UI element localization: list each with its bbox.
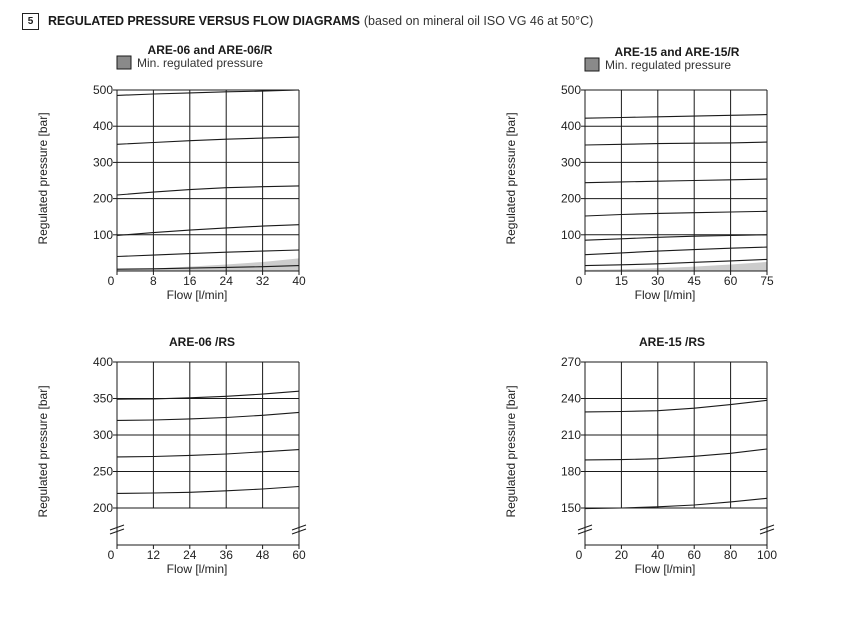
x-tick-label: 80 — [724, 548, 738, 562]
x-tick-label: 16 — [183, 274, 197, 288]
y-tick-label: 240 — [561, 392, 581, 406]
x-tick-label: 48 — [256, 548, 270, 562]
y-tick-label: 200 — [93, 501, 113, 515]
section-subtitle: (based on mineral oil ISO VG 46 at 50°C) — [363, 14, 594, 28]
x-axis-label: Flow [l/min] — [167, 562, 228, 576]
x-tick-label: 60 — [292, 548, 306, 562]
legend-swatch — [116, 55, 132, 70]
x-tick-label: 12 — [147, 548, 161, 562]
series-curve-5 — [116, 136, 300, 145]
axis-break-mark — [759, 528, 775, 535]
x-tick-label: 60 — [688, 548, 702, 562]
series-curve-3 — [584, 234, 768, 241]
series-curve-4 — [584, 210, 768, 217]
y-tick-label: 200 — [561, 192, 581, 206]
section-title: REGULATED PRESSURE VERSUS FLOW DIAGRAMS — [48, 14, 360, 28]
x-tick-label: 36 — [220, 548, 234, 562]
chart-title: ARE-06 and ARE-06/R — [148, 43, 273, 57]
x-tick-label: 32 — [256, 274, 270, 288]
y-tick-label: 400 — [93, 119, 113, 133]
axis-break-mark — [109, 524, 125, 531]
y-tick-label: 210 — [561, 428, 581, 442]
axis-break-mark — [109, 528, 125, 535]
x-tick-label: 40 — [292, 274, 306, 288]
series-curve-4 — [116, 390, 300, 400]
x-axis-label: Flow [l/min] — [635, 562, 696, 576]
y-tick-label: 250 — [93, 465, 113, 479]
section-header: 5 REGULATED PRESSURE VERSUS FLOW DIAGRAM… — [22, 11, 593, 31]
x-axis-label: Flow [l/min] — [635, 288, 696, 302]
series-curve-6 — [584, 141, 768, 146]
y-tick-label: 150 — [561, 501, 581, 515]
x-tick-label: 0 — [576, 274, 583, 288]
x-tick-label: 20 — [615, 548, 629, 562]
y-axis-label: Regulated pressure [bar] — [36, 112, 50, 244]
min-pressure-area — [117, 258, 299, 271]
y-tick-label: 200 — [93, 192, 113, 206]
y-tick-label: 300 — [93, 155, 113, 169]
series-curve-2 — [584, 448, 768, 461]
series-curve-1 — [116, 485, 300, 494]
y-tick-label: 300 — [561, 155, 581, 169]
axis-break-mark — [577, 524, 593, 531]
x-tick-label: 30 — [651, 274, 665, 288]
y-tick-label: 400 — [93, 355, 113, 369]
y-tick-label: 400 — [561, 119, 581, 133]
y-tick-label: 180 — [561, 465, 581, 479]
series-curve-1 — [584, 258, 768, 267]
y-tick-label: 300 — [93, 428, 113, 442]
x-tick-label: 24 — [183, 548, 197, 562]
x-tick-label: 0 — [576, 548, 583, 562]
axis-break-mark — [577, 528, 593, 535]
chart-are15rs: ARE-15 /RS 0 20 40 60 80 100 150 180 210 240 270 Flo… — [504, 335, 777, 576]
y-tick-label: 350 — [93, 392, 113, 406]
y-tick-label: 100 — [93, 228, 113, 242]
legend-label: Min. regulated pressure — [137, 56, 263, 70]
series-curve-3 — [116, 224, 300, 237]
y-tick-label: 500 — [93, 83, 113, 97]
series-curve-5 — [584, 178, 768, 184]
min-pressure-area — [585, 261, 767, 271]
series-curve-2 — [584, 246, 768, 256]
chart-are06rs: ARE-06 /RS 0 12 24 36 48 60 200 250 300 350 400 Flow… — [36, 335, 307, 576]
legend-label: Min. regulated pressure — [605, 58, 731, 72]
series-curve-1 — [116, 265, 300, 270]
y-axis-label: Regulated pressure [bar] — [504, 112, 518, 244]
legend-swatch — [584, 57, 600, 72]
x-tick-label: 24 — [220, 274, 234, 288]
x-tick-label: 60 — [724, 274, 738, 288]
x-tick-label: 8 — [150, 274, 157, 288]
x-tick-label: 100 — [757, 548, 777, 562]
section-number-badge: 5 — [22, 12, 39, 30]
x-tick-label: 75 — [760, 274, 774, 288]
y-axis-label: Regulated pressure [bar] — [504, 385, 518, 517]
x-tick-label: 0 — [108, 274, 115, 288]
y-tick-label: 100 — [561, 228, 581, 242]
chart-title: ARE-15 and ARE-15/R — [615, 45, 740, 59]
series-curve-2 — [116, 249, 300, 258]
series-curve-3 — [584, 399, 768, 413]
x-tick-label: 0 — [108, 548, 115, 562]
x-axis-label: Flow [l/min] — [167, 288, 228, 302]
axis-break-mark — [291, 524, 307, 531]
series-curve-3 — [116, 411, 300, 421]
series-curve-6 — [116, 89, 300, 96]
x-tick-label: 45 — [688, 274, 702, 288]
x-tick-label: 40 — [651, 548, 665, 562]
y-tick-label: 270 — [561, 355, 581, 369]
chart-title: ARE-15 /RS — [639, 335, 705, 349]
series-curve-1 — [584, 497, 768, 510]
series-curve-4 — [116, 185, 300, 196]
axis-break-mark — [291, 528, 307, 535]
y-tick-label: 500 — [561, 83, 581, 97]
series-curve-2 — [116, 449, 300, 458]
y-axis-label: Regulated pressure [bar] — [36, 385, 50, 517]
x-tick-label: 15 — [615, 274, 629, 288]
chart-title: ARE-06 /RS — [169, 335, 235, 349]
series-curve-7 — [584, 114, 768, 119]
axis-break-mark — [759, 524, 775, 531]
